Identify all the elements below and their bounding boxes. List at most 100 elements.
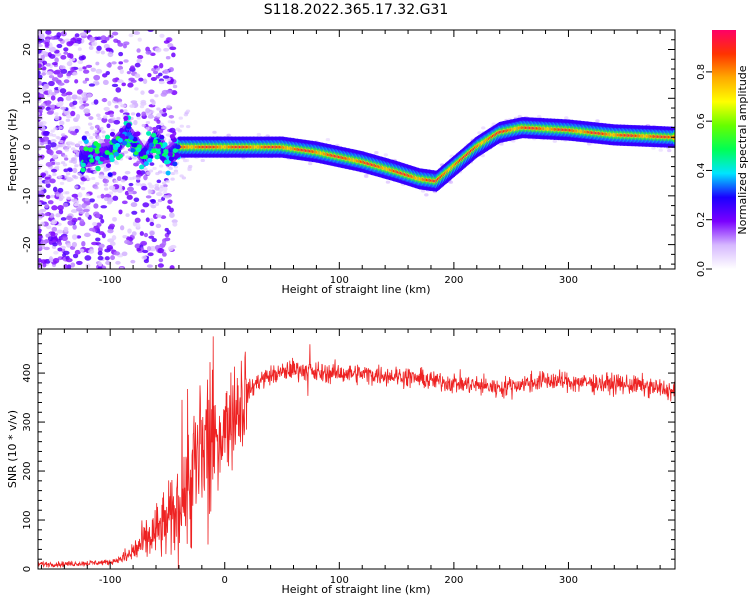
spectrogram-cell <box>50 104 55 109</box>
spectrogram-cell <box>97 246 103 253</box>
spectrogram-cell <box>51 77 59 82</box>
spectrogram-cell <box>121 251 128 257</box>
spectrogram-cell <box>147 138 154 144</box>
colorbar-label: Normalized spectral amplitude <box>736 65 749 234</box>
spectrogram-cell <box>85 193 90 197</box>
spectrogram-cell <box>179 124 184 128</box>
spectrogram-cell <box>60 31 67 37</box>
spectrogram-cell <box>104 111 111 116</box>
spectrogram-cell <box>51 168 58 173</box>
spectrogram-cell <box>119 128 125 133</box>
spectrogram-cell <box>81 92 88 98</box>
spectrogram-cell <box>115 87 122 93</box>
spectrogram-cell <box>41 72 47 76</box>
spectrogram-cell <box>536 114 542 119</box>
spectrogram-cell <box>149 230 155 236</box>
spectrogram-cell <box>38 262 42 267</box>
spectrogram-cell <box>47 236 54 242</box>
spectrogram-cell <box>46 100 52 106</box>
spectrogram-cell <box>48 75 55 79</box>
spectrogram-cell <box>97 255 104 261</box>
colorbar-tick-label: 0.0 <box>696 261 707 277</box>
spectrogram-cell <box>82 208 90 213</box>
spectrogram-cell <box>118 209 123 215</box>
spectrogram-cell <box>85 211 90 218</box>
spectrogram-cell <box>170 177 175 181</box>
spectrogram-cell <box>107 228 114 234</box>
spectrogram-cell <box>126 70 131 75</box>
spectrogram-cell <box>80 187 86 191</box>
spectrogram-cell <box>47 139 52 145</box>
spectrogram-cell <box>61 92 68 97</box>
spectrogram-cell <box>46 71 53 76</box>
spectrogram-cell <box>256 132 262 137</box>
spectrogram-cell <box>107 34 114 39</box>
spectrogram-cell <box>105 47 113 51</box>
spectrogram-cell <box>45 30 52 35</box>
spectrogram-cell <box>62 163 68 167</box>
spectrogram-cell <box>140 209 145 213</box>
spectrogram-cell <box>157 198 163 203</box>
spectrogram-x-tick-label: -100 <box>99 275 122 286</box>
spectrogram-cell <box>126 236 131 241</box>
spectrogram-cell <box>50 36 58 40</box>
spectrogram-cell <box>162 184 168 188</box>
spectrogram-cell <box>100 39 108 44</box>
spectrogram-cell <box>119 225 125 231</box>
spectrogram-cell <box>61 143 66 147</box>
spectrogram-cell <box>155 223 162 229</box>
spectrogram-cell <box>552 139 558 143</box>
snr-y-tick-label: 400 <box>22 364 33 383</box>
spectrogram-cell <box>63 168 69 173</box>
spectrogram-cell <box>117 65 124 71</box>
spectrogram-cell <box>63 51 69 55</box>
spectrogram-cell <box>109 113 114 118</box>
spectrogram-cell <box>165 89 173 94</box>
spectrogram-cell <box>110 255 115 261</box>
spectrogram-cell <box>481 126 486 130</box>
spectrogram-cell <box>74 164 79 168</box>
spectrogram-cell <box>226 133 231 137</box>
spectrogram-cell <box>45 144 52 150</box>
spectrogram-cell <box>564 116 569 120</box>
spectrogram-cell <box>98 174 105 180</box>
spectrogram-cell <box>149 99 155 103</box>
spectrogram-cell <box>75 143 80 147</box>
spectrogram-cell <box>38 201 42 206</box>
spectrogram-cell <box>123 109 128 113</box>
snr-y-tick-labels: 0 100 200 300 400 <box>22 364 33 573</box>
spectrogram-cell <box>383 153 388 157</box>
spectrogram-cell <box>63 79 70 84</box>
spectrogram-cell <box>84 232 91 238</box>
spectrogram-cell <box>58 126 63 130</box>
spectrogram-cell <box>325 138 331 142</box>
spectrogram-x-tick-label: 0 <box>222 275 228 286</box>
spectrogram-cell <box>111 117 116 121</box>
spectrogram-cell <box>146 171 151 176</box>
spectrogram-cell <box>105 260 112 266</box>
spectrogram-cell <box>88 249 95 254</box>
spectrogram-cell <box>65 172 71 176</box>
spectrogram-cell <box>78 99 84 105</box>
spectrogram-cell <box>147 252 154 257</box>
spectrogram-cell <box>57 241 63 246</box>
spectrogram-cell <box>172 222 178 227</box>
spectrogram-cell <box>136 247 141 252</box>
spectrogram-cell <box>420 189 426 193</box>
spectrogram-cell <box>77 192 83 198</box>
spectrogram-cell <box>38 43 43 48</box>
spectrogram-cell <box>38 179 44 185</box>
spectrogram-cell <box>71 157 76 161</box>
spectrogram-cell <box>52 186 58 193</box>
spectrogram-cell <box>145 50 152 55</box>
spectrogram-cell <box>148 169 154 173</box>
colorbar-tick-label: 0.2 <box>696 212 707 228</box>
spectrogram-cell <box>104 256 110 261</box>
spectrogram-cell <box>169 265 175 269</box>
spectrogram-cell <box>52 156 58 160</box>
spectrogram-cell <box>151 238 157 243</box>
spectrogram-cell <box>75 114 81 120</box>
spectrogram-cell <box>103 183 109 187</box>
spectrogram-cell <box>45 233 50 238</box>
spectrogram-cell <box>55 150 63 155</box>
